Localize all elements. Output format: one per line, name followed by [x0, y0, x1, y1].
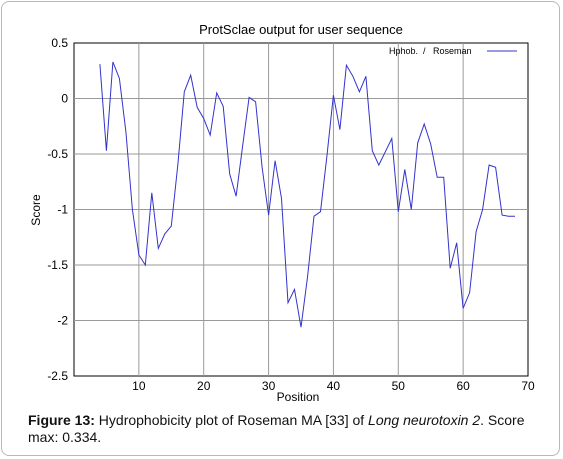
x-tick-label: 20 — [197, 379, 211, 393]
tick-labels: 10 20 30 40 50 60 70 0.5 0 -0.5 -1 -1.5 -2 -2.5 — [47, 36, 535, 393]
x-tick-label: 30 — [262, 379, 276, 393]
y-tick-label: -0.5 — [47, 147, 68, 161]
y-tick-label: -1 — [57, 203, 68, 217]
y-tick-label: -1.5 — [47, 258, 68, 272]
x-tick-label: 40 — [327, 379, 341, 393]
chart: 10 20 30 40 50 60 70 0.5 0 -0.5 -1 -1.5 -2 -2.5 ProtS… — [29, 22, 535, 404]
caption-label: Figure 13: — [28, 412, 95, 428]
x-tick-label: 10 — [132, 379, 146, 393]
y-tick-label: 0 — [61, 92, 68, 106]
legend-label: Hphob. / Roseman — [389, 46, 472, 56]
series-line-roseman — [99, 61, 515, 328]
y-tick-label: -2.5 — [47, 369, 68, 383]
caption-text-after: . Score max: 0.334. — [28, 412, 525, 445]
x-axis-label: Position — [277, 390, 320, 404]
x-tick-label: 60 — [456, 379, 470, 393]
x-tick-label: 50 — [392, 379, 406, 393]
legend: Hphob. / Roseman — [389, 46, 517, 56]
caption-italic: Long neurotoxin 2 — [368, 412, 481, 428]
caption-text-before: Hydrophobicity plot of Roseman MA [33] o… — [94, 412, 369, 428]
x-tick-label: 70 — [521, 379, 535, 393]
figure-caption: Figure 13: Hydrophobicity plot of Rosema… — [28, 412, 548, 446]
y-tick-label: -2 — [57, 314, 68, 328]
chart-title: ProtSclae output for user sequence — [199, 22, 403, 37]
y-axis-label: Score — [29, 194, 43, 226]
y-tick-label: 0.5 — [51, 36, 68, 50]
